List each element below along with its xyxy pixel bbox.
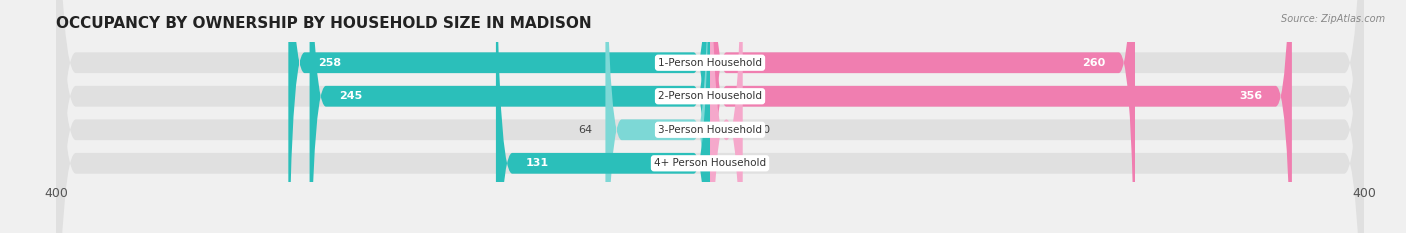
Text: OCCUPANCY BY OWNERSHIP BY HOUSEHOLD SIZE IN MADISON: OCCUPANCY BY OWNERSHIP BY HOUSEHOLD SIZE… [56, 16, 592, 31]
Text: 3-Person Household: 3-Person Household [658, 125, 762, 135]
FancyBboxPatch shape [606, 0, 710, 233]
FancyBboxPatch shape [496, 0, 710, 233]
Text: 0: 0 [723, 158, 730, 168]
Text: 2-Person Household: 2-Person Household [658, 91, 762, 101]
FancyBboxPatch shape [56, 0, 1364, 233]
FancyBboxPatch shape [710, 0, 1292, 233]
FancyBboxPatch shape [309, 0, 710, 233]
Text: Source: ZipAtlas.com: Source: ZipAtlas.com [1281, 14, 1385, 24]
Text: 260: 260 [1083, 58, 1105, 68]
FancyBboxPatch shape [56, 0, 1364, 233]
Text: 64: 64 [578, 125, 592, 135]
FancyBboxPatch shape [710, 0, 742, 233]
Text: 1-Person Household: 1-Person Household [658, 58, 762, 68]
Text: 20: 20 [756, 125, 770, 135]
Text: 245: 245 [339, 91, 363, 101]
FancyBboxPatch shape [288, 0, 710, 233]
Text: 258: 258 [318, 58, 340, 68]
Text: 356: 356 [1239, 91, 1263, 101]
FancyBboxPatch shape [56, 0, 1364, 233]
FancyBboxPatch shape [710, 0, 1135, 233]
Text: 131: 131 [526, 158, 548, 168]
FancyBboxPatch shape [56, 0, 1364, 233]
Text: 4+ Person Household: 4+ Person Household [654, 158, 766, 168]
